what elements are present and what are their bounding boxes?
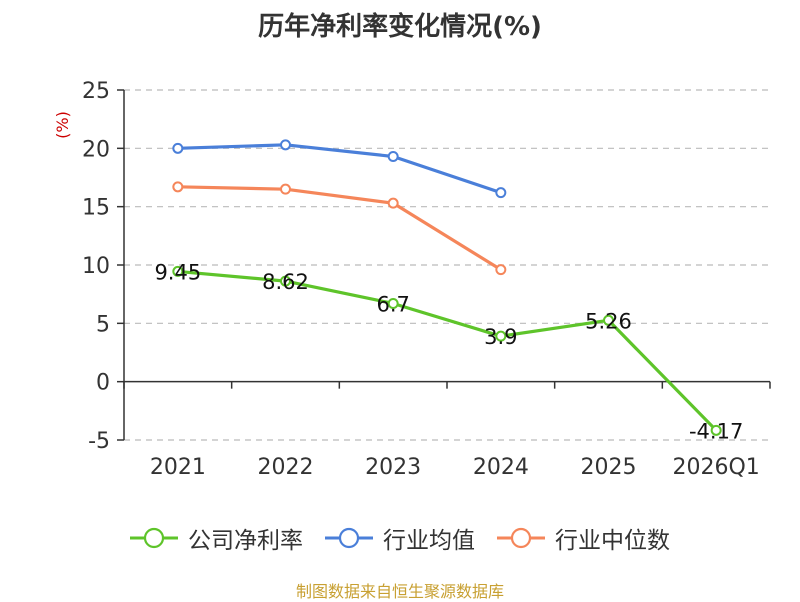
data-labels: 9.45 8.62 6.7 3.9 5.26 -4.17 [154,260,743,443]
series-line-1 [177,269,718,432]
series-line-3 [177,185,502,272]
data-label: 3.9 [484,325,517,349]
legend-swatch-marker [510,527,532,549]
legend-label: 行业中位数 [555,528,670,554]
data-point [495,264,507,276]
y-tick-label: -5 [88,429,110,454]
x-tick-label: 2024 [473,455,529,480]
x-tick-label: 2026Q1 [673,455,760,480]
x-tick-label: 2021 [150,455,206,480]
data-label: 8.62 [262,270,309,294]
data-point [387,197,399,209]
y-tick-label: 20 [82,137,110,162]
data-label: 9.45 [154,260,201,284]
legend-swatch [130,527,178,549]
data-point [280,183,291,195]
x-tick-label: 2022 [258,455,314,480]
source-note: 制图数据来自恒生聚源数据库 [295,582,504,601]
data-point [603,314,614,326]
data-point [495,330,507,342]
data-point [172,265,184,277]
data-label: 5.26 [585,309,632,333]
data-point [172,181,184,193]
legend-swatch-marker [143,527,165,549]
series-line-2 [177,143,502,195]
legend-item-3[interactable]: 行业中位数 [497,521,670,555]
legend: 公司净利率 行业均值 行业中位数 [0,518,800,558]
y-tick-label: 10 [82,254,110,279]
legend-label: 行业均值 [383,528,475,554]
y-tick-label: 5 [96,312,110,337]
legend-label: 公司净利率 [188,528,303,554]
gridlines [124,89,770,441]
legend-item-1[interactable]: 公司净利率 [130,521,303,555]
y-axis-unit: (%) [53,111,72,139]
data-label: -4.17 [689,419,743,443]
x-tick-label: 2023 [365,455,421,480]
legend-swatch [325,527,373,549]
y-tick-label: 25 [82,79,110,104]
data-point [280,139,291,151]
chart-title: 历年净利率变化情况(%) [258,12,542,42]
data-point [710,424,722,436]
legend-swatch [497,527,545,549]
y-tick-label: 0 [96,371,110,396]
x-tick-label: 2025 [581,455,637,480]
data-point [172,142,184,154]
data-point [280,275,291,287]
data-point [495,187,507,199]
legend-item-2[interactable]: 行业均值 [325,521,475,555]
y-tick-label: 15 [82,196,110,221]
data-label: 6.7 [376,293,409,317]
series-lines [172,139,722,436]
data-point [387,151,399,162]
data-point [387,298,399,309]
legend-swatch-marker [338,527,360,549]
